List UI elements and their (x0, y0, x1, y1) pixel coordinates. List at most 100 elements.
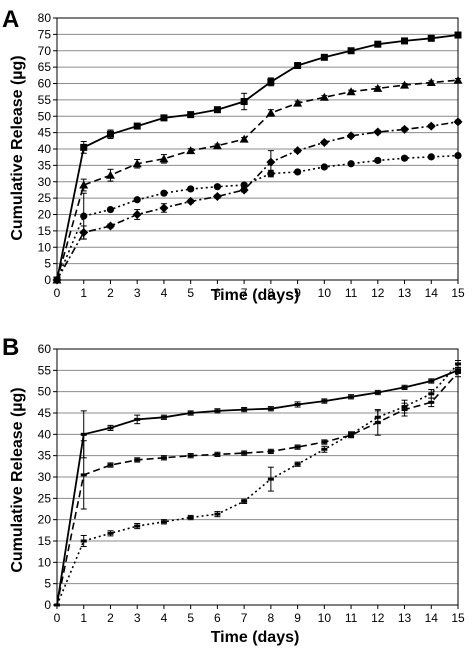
plot-border-b (56, 348, 459, 606)
y-tick-label-b-10: 10 (38, 555, 52, 569)
x-tick-label-a-10: 10 (318, 286, 332, 300)
data-point-a-1-6 (213, 106, 221, 114)
data-point-a-1-15 (454, 31, 462, 39)
x-tick-labels-a: 0 1 2 3 4 5 6 7 8 9 10 11 12 13 14 15 (54, 286, 465, 300)
y-tick-label-a-40: 40 (38, 142, 52, 156)
x-tick-label-a-13: 13 (398, 286, 412, 300)
y-tick-label-a-75: 75 (38, 27, 52, 41)
x-tick-label-b-6: 6 (214, 611, 221, 625)
data-point-a-2-15 (453, 75, 463, 84)
x-tick-label-b-11: 11 (345, 611, 358, 625)
data-point-b-1-5 (187, 411, 194, 415)
data-point-b-1-12 (374, 391, 381, 395)
data-point-a-4-7 (239, 185, 249, 195)
y-tick-label-a-15: 15 (38, 224, 52, 238)
data-point-a-3-2 (106, 205, 115, 214)
data-point-a-3-14 (427, 153, 435, 161)
data-point-a-2-9 (293, 98, 303, 107)
data-point-b-3-5 (187, 516, 194, 520)
grid-b (57, 348, 458, 606)
series-a-3 (53, 151, 462, 284)
data-point-b-2-4 (160, 456, 167, 460)
data-point-b-2-6 (214, 452, 221, 456)
data-point-a-3-4 (160, 189, 168, 197)
series-b-1 (54, 367, 461, 607)
data-point-a-4-14 (426, 121, 436, 131)
series-line-b-2 (56, 371, 459, 606)
y-tick-label-a-35: 35 (38, 158, 52, 172)
data-point-a-1-9 (294, 61, 302, 69)
data-point-b-2-9 (294, 445, 301, 449)
data-point-b-1-10 (321, 399, 328, 403)
y-tick-label-a-5: 5 (44, 257, 51, 271)
data-point-a-3-12 (374, 156, 382, 165)
x-tick-label-a-5: 5 (187, 286, 194, 300)
x-tick-label-a-8: 8 (268, 286, 275, 300)
y-tick-label-a-20: 20 (38, 208, 52, 222)
x-tick-label-a-9: 9 (294, 286, 301, 300)
y-tick-labels-b: 0 5 10 15 20 25 30 35 40 45 50 55 60 (38, 342, 52, 612)
x-tick-label-a-12: 12 (371, 286, 385, 300)
data-point-a-1-4 (160, 114, 168, 122)
y-tick-label-b-45: 45 (38, 406, 52, 420)
y-tick-label-a-55: 55 (38, 93, 52, 107)
data-point-a-1-13 (401, 37, 409, 45)
grid-a (57, 17, 458, 281)
x-tick-label-b-7: 7 (241, 611, 248, 625)
data-point-a-3-1 (80, 212, 88, 220)
data-point-a-1-1 (80, 143, 88, 151)
data-point-b-3-4 (160, 520, 167, 524)
data-point-a-4-13 (400, 124, 410, 134)
data-point-a-2-13 (400, 80, 410, 89)
data-point-a-4-2 (105, 221, 115, 231)
series-b-3 (54, 360, 461, 607)
x-tick-label-b-14: 14 (425, 611, 439, 625)
data-point-b-2-15 (455, 370, 461, 374)
data-point-a-1-11 (347, 47, 355, 55)
data-point-b-1-6 (214, 409, 221, 413)
series-a-1 (53, 31, 462, 284)
data-point-a-4-12 (373, 127, 383, 137)
data-point-b-3-15 (455, 362, 461, 366)
axes-a (53, 17, 459, 284)
x-tick-label-a-2: 2 (107, 286, 114, 300)
data-point-b-1-9 (294, 402, 301, 406)
x-tick-label-b-4: 4 (161, 611, 168, 625)
data-point-a-4-5 (186, 196, 196, 206)
data-point-b-1-2 (107, 426, 114, 430)
x-tick-label-b-9: 9 (294, 611, 301, 625)
x-tick-label-a-11: 11 (345, 286, 358, 300)
data-point-b-3-7 (241, 499, 248, 503)
y-tick-label-b-25: 25 (38, 491, 52, 505)
x-tick-label-a-0: 0 (54, 286, 61, 300)
y-tick-label-a-50: 50 (38, 109, 52, 123)
data-point-b-2-8 (267, 449, 274, 453)
data-point-b-1-8 (267, 407, 274, 411)
y-tick-label-b-5: 5 (44, 577, 51, 591)
series-b-2 (54, 367, 461, 607)
y-tick-label-b-50: 50 (38, 385, 52, 399)
y-tick-label-b-40: 40 (38, 427, 52, 441)
data-point-b-1-13 (401, 385, 408, 389)
data-point-a-2-14 (426, 78, 436, 87)
x-tick-label-b-13: 13 (398, 611, 412, 625)
x-axis-label-b: Time (days) (211, 629, 300, 646)
data-point-a-4-6 (212, 191, 222, 201)
y-tick-label-a-10: 10 (38, 240, 52, 254)
x-tick-label-a-7: 7 (241, 286, 248, 300)
x-tick-label-b-10: 10 (318, 611, 332, 625)
data-point-b-2-5 (187, 454, 194, 458)
y-axis-label-b: Cumulative Release (µg) (9, 387, 26, 572)
y-tick-label-a-30: 30 (38, 175, 52, 189)
y-tick-label-a-25: 25 (38, 191, 52, 205)
data-point-b-3-6 (214, 512, 221, 516)
y-tick-label-a-65: 65 (38, 60, 52, 74)
x-tick-label-a-6: 6 (214, 286, 221, 300)
data-point-b-3-8 (267, 477, 274, 481)
series-line-a-4 (56, 121, 459, 281)
axes-b (53, 348, 459, 609)
y-tick-label-a-60: 60 (38, 77, 52, 91)
y-tick-label-b-35: 35 (38, 449, 52, 463)
y-tick-label-b-60: 60 (38, 342, 52, 356)
